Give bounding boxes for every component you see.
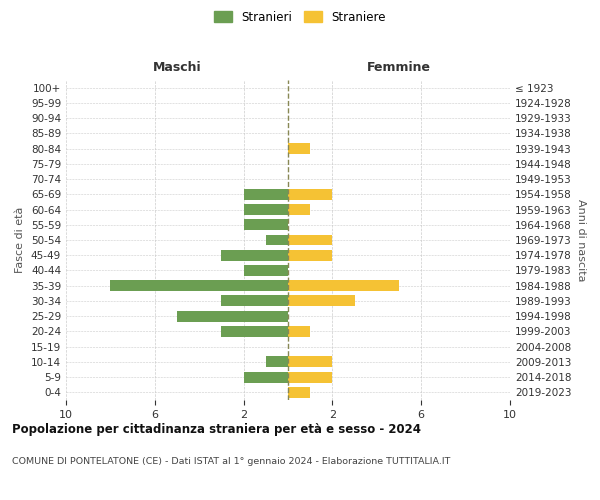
Bar xyxy=(288,234,332,246)
Bar xyxy=(266,234,288,246)
Bar xyxy=(288,189,332,200)
Bar xyxy=(244,204,288,215)
Bar xyxy=(288,250,332,260)
Bar xyxy=(221,250,288,260)
Bar xyxy=(288,204,310,215)
Bar xyxy=(110,280,288,291)
Bar xyxy=(221,326,288,337)
Text: Popolazione per cittadinanza straniera per età e sesso - 2024: Popolazione per cittadinanza straniera p… xyxy=(12,422,421,436)
Bar xyxy=(244,265,288,276)
Bar xyxy=(288,356,332,368)
Bar xyxy=(288,143,310,154)
Bar xyxy=(288,326,310,337)
Y-axis label: Anni di nascita: Anni di nascita xyxy=(575,198,586,281)
Text: COMUNE DI PONTELATONE (CE) - Dati ISTAT al 1° gennaio 2024 - Elaborazione TUTTIT: COMUNE DI PONTELATONE (CE) - Dati ISTAT … xyxy=(12,458,451,466)
Bar xyxy=(244,189,288,200)
Bar xyxy=(288,280,399,291)
Text: Femmine: Femmine xyxy=(367,61,431,74)
Bar xyxy=(221,296,288,306)
Bar xyxy=(244,372,288,382)
Bar xyxy=(288,372,332,382)
Bar xyxy=(288,296,355,306)
Legend: Stranieri, Straniere: Stranieri, Straniere xyxy=(209,6,391,28)
Bar xyxy=(288,387,310,398)
Bar xyxy=(244,220,288,230)
Y-axis label: Fasce di età: Fasce di età xyxy=(16,207,25,273)
Bar xyxy=(177,310,288,322)
Bar xyxy=(266,356,288,368)
Text: Maschi: Maschi xyxy=(152,61,202,74)
